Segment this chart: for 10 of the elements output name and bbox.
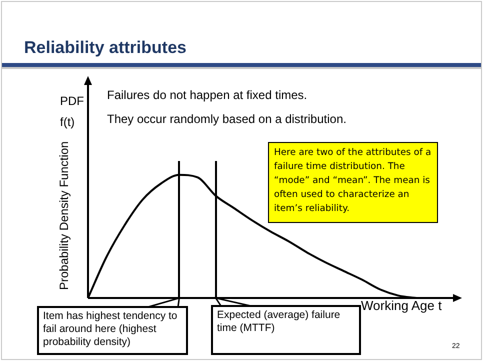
y-axis-title: Probability Density Function (57, 141, 71, 290)
text: Item has highest tendency to fail around here (highest probability density) (37, 306, 188, 355)
text: They occur randomly based on a distribution. (107, 112, 346, 126)
x-axis-title: Working Age t (361, 298, 442, 313)
annotation: Here are two of the attributes of a failure time distribution. The “mode” and “mean”. The mean is often used to characterize an item’s reliability. (268, 142, 438, 223)
text: Expected (average) failure time (MTTF) (211, 305, 361, 355)
chart-title: Reliability attributes (24, 38, 186, 58)
text: Failures do not happen at fixed times. (107, 88, 308, 102)
text: f(t) (60, 115, 75, 129)
text: PDF (60, 94, 84, 108)
